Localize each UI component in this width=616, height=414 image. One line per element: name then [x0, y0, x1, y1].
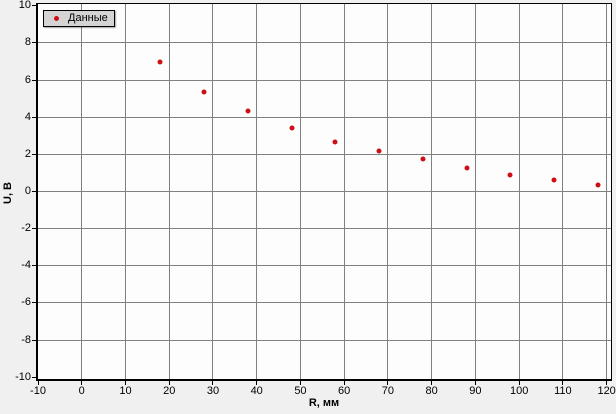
y-tick-mark: [32, 42, 36, 44]
y-axis-title: U, В: [2, 182, 14, 204]
y-gridline: [38, 228, 611, 230]
x-tick-mark: [387, 381, 389, 385]
data-point: [289, 125, 295, 131]
y-tick-label: -2: [21, 222, 31, 235]
y-tick-label: -10: [15, 370, 31, 383]
x-tick-mark: [474, 381, 476, 385]
legend-series-label: Данные: [68, 12, 108, 24]
data-point: [376, 148, 382, 154]
y-gridline: [38, 302, 611, 304]
x-tick-label: 110: [554, 385, 572, 397]
x-tick-label: 90: [469, 385, 482, 397]
y-tick-label: -4: [21, 259, 31, 272]
y-gridline: [38, 42, 611, 44]
y-tick-label: -6: [21, 296, 31, 309]
y-tick-label: 8: [24, 36, 31, 49]
x-tick-label: 20: [163, 385, 176, 397]
y-tick-mark: [32, 191, 36, 192]
y-tick-mark: [32, 228, 36, 230]
legend-series-marker-icon: [54, 16, 59, 21]
data-point: [420, 156, 426, 162]
x-axis-title: R, мм: [308, 397, 340, 409]
x-tick-label: -10: [30, 385, 46, 397]
x-tick-mark: [606, 381, 608, 385]
y-tick-mark: [32, 302, 36, 304]
data-point: [201, 89, 207, 95]
x-tick-label: 80: [425, 385, 438, 397]
x-tick-mark: [518, 381, 520, 385]
x-tick-label: 40: [250, 385, 263, 397]
x-tick-label: 0: [78, 385, 85, 397]
x-tick-label: 70: [381, 385, 395, 397]
x-tick-mark: [299, 381, 301, 385]
data-point: [551, 177, 557, 183]
y-gridline: [38, 153, 611, 155]
plot-area: Данные: [36, 3, 612, 381]
y-gridline: [38, 339, 611, 341]
y-gridline: [38, 116, 611, 118]
y-tick-label: 10: [18, 0, 31, 12]
x-tick-mark: [343, 381, 345, 385]
y-tick-mark: [32, 5, 36, 7]
x-tick-mark: [124, 381, 126, 385]
data-point: [595, 182, 601, 188]
y-gridline: [38, 79, 611, 81]
y-tick-label: 6: [24, 73, 31, 86]
y-gridline: [38, 191, 611, 192]
data-point: [464, 165, 470, 171]
y-tick-mark: [32, 153, 36, 155]
y-tick-mark: [32, 265, 36, 267]
x-tick-label: 10: [119, 385, 132, 397]
y-gridline: [38, 265, 611, 267]
y-tick-label: 2: [24, 147, 31, 160]
x-tick-label: 30: [206, 385, 220, 397]
y-tick-label: 0: [24, 185, 31, 197]
y-tick-mark: [32, 79, 36, 81]
y-tick-mark: [32, 376, 36, 378]
data-point: [157, 59, 163, 65]
data-point: [245, 108, 251, 114]
y-tick-label: 4: [24, 110, 31, 123]
y-tick-label: -8: [21, 333, 31, 346]
x-tick-mark: [562, 381, 564, 385]
x-tick-mark: [212, 381, 214, 385]
legend[interactable]: Данные: [43, 10, 115, 27]
data-point: [332, 139, 338, 145]
x-tick-mark: [256, 381, 258, 385]
x-tick-label: 100: [509, 385, 529, 397]
data-point: [507, 172, 513, 178]
x-tick-mark: [37, 381, 39, 385]
x-tick-label: 60: [338, 385, 351, 397]
x-tick-mark: [168, 381, 170, 385]
y-tick-mark: [32, 116, 36, 118]
x-tick-mark: [431, 381, 433, 385]
x-tick-label: 120: [597, 385, 616, 397]
x-tick-mark: [81, 381, 83, 385]
x-tick-label: 50: [294, 385, 307, 397]
y-tick-mark: [32, 339, 36, 341]
